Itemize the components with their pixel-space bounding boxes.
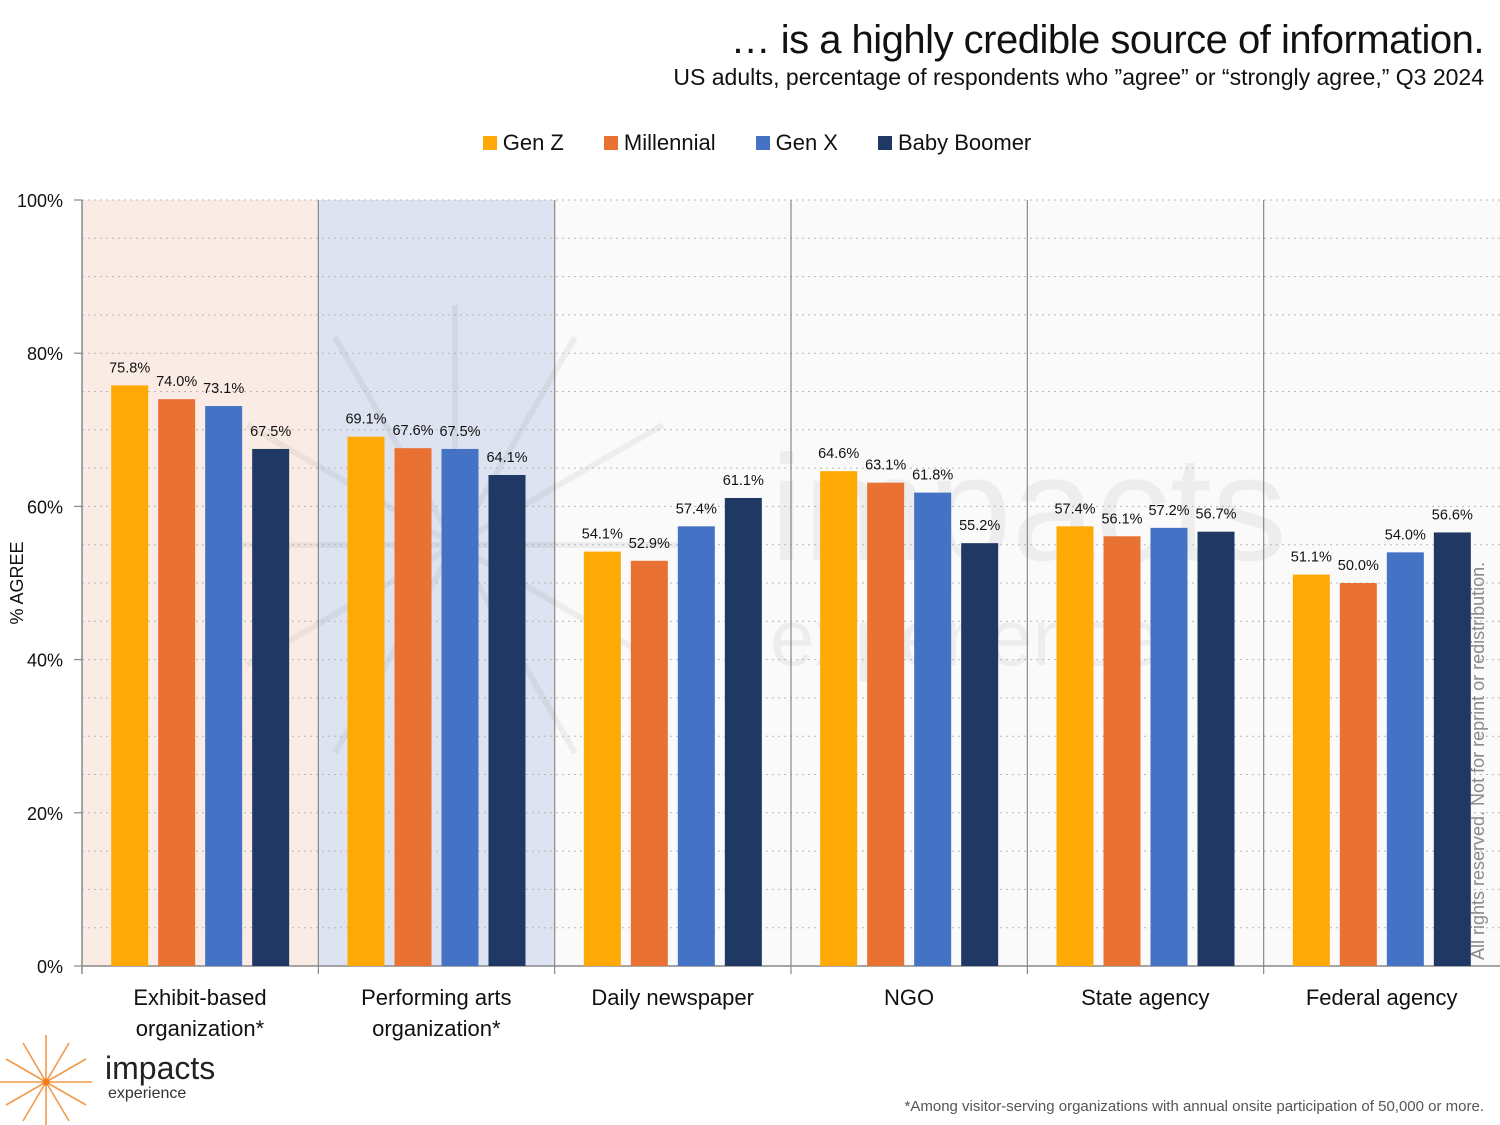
bar-gen-z — [1056, 526, 1094, 966]
legend-item-gen-x[interactable]: Gen X — [755, 130, 838, 156]
bar-gen-x — [205, 406, 243, 967]
logo-wordmark: impacts — [105, 1050, 216, 1086]
x-tick-label-line: NGO — [883, 985, 935, 1010]
bar-gen-z — [347, 436, 385, 967]
legend-item-gen-z[interactable]: Gen Z — [482, 130, 564, 156]
chart-title: … is a highly credible source of informa… — [730, 18, 1485, 62]
data-label: 56.1% — [1101, 511, 1142, 527]
data-label: 54.0% — [1385, 527, 1426, 543]
data-label: 50.0% — [1338, 558, 1379, 574]
copyright-watermark: All rights reserved. Not for reprint or … — [1468, 561, 1488, 960]
x-tick-label-line: State agency — [1081, 985, 1210, 1010]
bar-baby-boomer — [488, 474, 526, 966]
legend: Gen Z Millennial Gen X Baby Boomer — [0, 130, 1500, 156]
legend-label: Millennial — [623, 130, 716, 155]
bar-baby-boomer — [252, 448, 290, 966]
y-axis-label: % AGREE — [7, 541, 27, 624]
y-tick-label: 20% — [27, 804, 63, 824]
data-label: 75.8% — [109, 360, 150, 376]
x-tick-label-line: Federal agency — [1305, 985, 1458, 1010]
legend-label: Gen X — [775, 130, 838, 155]
x-tick-label-line: organization* — [372, 1016, 501, 1041]
y-tick-label: 100% — [17, 191, 63, 211]
bar-gen-x — [441, 448, 479, 966]
bar-gen-x — [1386, 552, 1424, 966]
data-label: 61.1% — [723, 473, 764, 489]
bar-baby-boomer — [1433, 532, 1471, 966]
bar-millennial — [630, 560, 668, 966]
bar-gen-x — [1150, 527, 1188, 966]
legend-swatch-gen-x — [755, 136, 770, 150]
bar-gen-z — [820, 471, 858, 966]
bar-millennial — [394, 448, 432, 967]
y-tick-label: 60% — [27, 497, 63, 517]
data-label: 73.1% — [203, 381, 244, 397]
y-tick-label: 80% — [27, 344, 63, 364]
data-label: 69.1% — [345, 412, 386, 428]
x-tick-label: State agency — [1027, 982, 1263, 1013]
bar-gen-x — [677, 526, 715, 966]
data-label: 67.5% — [439, 424, 480, 440]
footnote: *Among visitor-serving organizations wit… — [904, 1098, 1484, 1115]
bar-gen-z — [1292, 574, 1330, 966]
bar-millennial — [158, 399, 196, 966]
logo-subtitle: experience — [108, 1085, 187, 1102]
data-label: 56.6% — [1432, 507, 1473, 523]
x-tick-label: Daily newspaper — [555, 982, 791, 1013]
data-label: 64.6% — [818, 446, 859, 462]
x-tick-label: Exhibit-based organization* — [82, 982, 318, 1044]
y-tick-label: 0% — [37, 957, 63, 977]
chart-subtitle: US adults, percentage of respondents who… — [673, 64, 1484, 90]
x-tick-label: Performing arts organization* — [318, 982, 554, 1044]
x-tick-label: NGO — [791, 982, 1027, 1013]
data-label: 52.9% — [629, 536, 670, 552]
data-label: 61.8% — [912, 468, 953, 484]
data-label: 67.6% — [392, 423, 433, 439]
data-label: 63.1% — [865, 458, 906, 474]
legend-swatch-gen-z — [482, 136, 497, 150]
data-label: 74.0% — [156, 374, 197, 390]
data-label: 51.1% — [1291, 550, 1332, 566]
x-tick-label: Federal agency — [1264, 982, 1500, 1013]
impacts-logo-icon — [0, 1035, 92, 1125]
data-label: 57.2% — [1148, 503, 1189, 519]
data-label: 57.4% — [1054, 501, 1095, 517]
data-label: 56.7% — [1195, 507, 1236, 523]
bar-millennial — [1103, 536, 1141, 966]
data-label: 55.2% — [959, 518, 1000, 534]
legend-label: Gen Z — [502, 130, 564, 155]
legend-item-millennial[interactable]: Millennial — [603, 130, 716, 156]
legend-label: Baby Boomer — [897, 130, 1032, 155]
data-label: 54.1% — [582, 527, 623, 543]
bar-millennial — [1339, 583, 1377, 966]
legend-swatch-baby-boomer — [877, 136, 892, 150]
bar-baby-boomer — [724, 497, 762, 966]
bar-baby-boomer — [1197, 531, 1235, 966]
data-label: 67.5% — [250, 424, 291, 440]
bar-millennial — [867, 482, 905, 966]
y-tick-label: 40% — [27, 651, 63, 671]
legend-item-baby-boomer[interactable]: Baby Boomer — [877, 130, 1032, 156]
bar-gen-z — [111, 385, 149, 966]
x-tick-label-line: organization* — [135, 1016, 265, 1041]
x-tick-label-line: Daily newspaper — [591, 985, 754, 1010]
data-label: 57.4% — [676, 501, 717, 517]
bar-gen-z — [583, 551, 621, 966]
data-label: 64.1% — [486, 450, 527, 466]
x-tick-label-line: Exhibit-based — [133, 985, 267, 1010]
legend-swatch-millennial — [603, 136, 618, 150]
x-tick-label-line: Performing arts — [361, 985, 512, 1010]
bar-gen-x — [914, 492, 952, 966]
bar-baby-boomer — [961, 543, 999, 966]
